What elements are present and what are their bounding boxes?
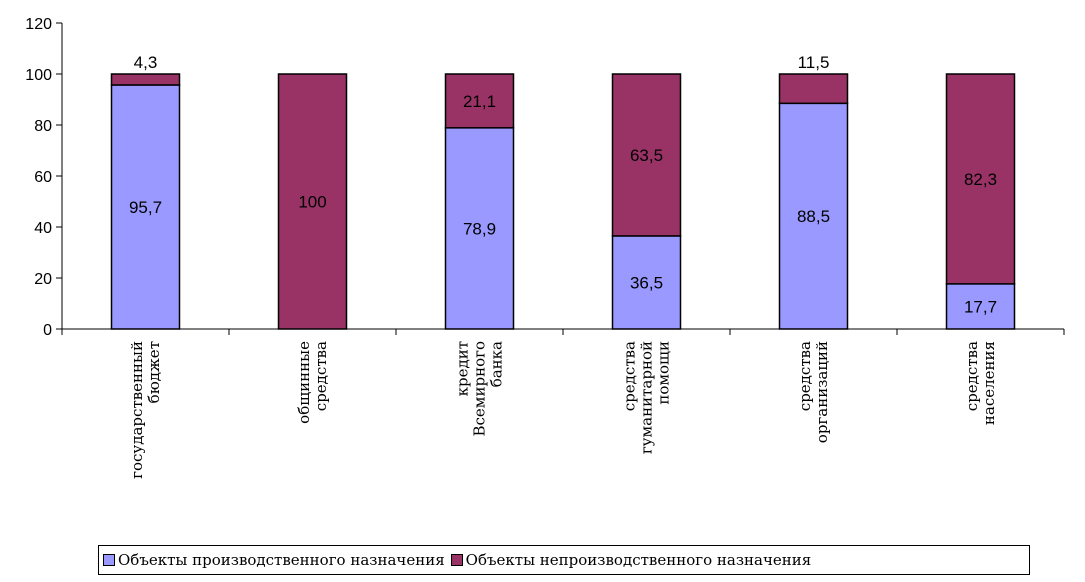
data-label: 82,3 (964, 170, 997, 189)
bar-segment (110, 73, 181, 86)
legend-item-production: Объекты производственного назначения (103, 551, 445, 569)
data-label: 11,5 (798, 53, 830, 72)
data-label: 4,3 (134, 53, 158, 72)
bar-segment (277, 73, 348, 330)
x-category-label: средства (312, 341, 330, 411)
bar-segment (611, 235, 682, 330)
legend-swatch-nonproduction (450, 554, 463, 566)
x-category-label: кредит (454, 341, 472, 396)
x-category-label: общинные (295, 341, 313, 424)
x-category-label: помощи (655, 341, 673, 405)
legend: Объекты производственного назначения Объ… (98, 545, 1030, 575)
x-category-label: населения (980, 341, 998, 425)
x-category-label: средства (621, 341, 639, 411)
legend-label-production: Объекты производственного назначения (118, 551, 445, 569)
data-label: 21,1 (463, 92, 496, 111)
data-label: 17,7 (964, 297, 997, 316)
y-tick-label: 100 (25, 67, 52, 84)
data-label: 88,5 (797, 207, 830, 226)
legend-label-nonproduction: Объекты непроизводственного назначения (465, 551, 812, 569)
data-label: 78,9 (463, 219, 496, 238)
y-tick-label: 40 (34, 220, 52, 237)
x-category-label: государственный (128, 341, 146, 479)
legend-swatch-production (103, 554, 115, 566)
x-category-label: банка (488, 341, 506, 387)
y-tick-label: 0 (43, 322, 52, 339)
bar-segment (611, 73, 682, 237)
y-tick-label: 20 (34, 271, 52, 288)
bar-segment (444, 73, 515, 129)
data-label: 36,5 (630, 273, 663, 292)
y-tick-label: 120 (25, 16, 52, 33)
x-category-label: гуманитарной (638, 341, 656, 454)
bar-segment (945, 73, 1016, 285)
bar-segment (945, 283, 1016, 330)
x-category-label: бюджет (145, 341, 163, 403)
y-tick-label: 60 (34, 169, 52, 186)
data-label: 95,7 (129, 198, 162, 217)
x-category-label: Всемирного (471, 341, 489, 437)
x-category-label: организаций (813, 341, 831, 443)
data-label: 63,5 (630, 146, 663, 165)
y-tick-label: 80 (34, 118, 52, 135)
bar-segment (110, 84, 181, 330)
x-category-label: средства (963, 341, 981, 411)
legend-item-nonproduction: Объекты непроизводственного назначения (450, 551, 812, 569)
bar-segment (444, 127, 515, 330)
x-category-label: средства (796, 341, 814, 411)
bar-segment (778, 73, 849, 105)
data-label: 100 (298, 193, 326, 212)
stacked-bar-chart: 0 20 40 60 80 100 120 95,7 4,3 государственный бюд… (25, 16, 1065, 479)
